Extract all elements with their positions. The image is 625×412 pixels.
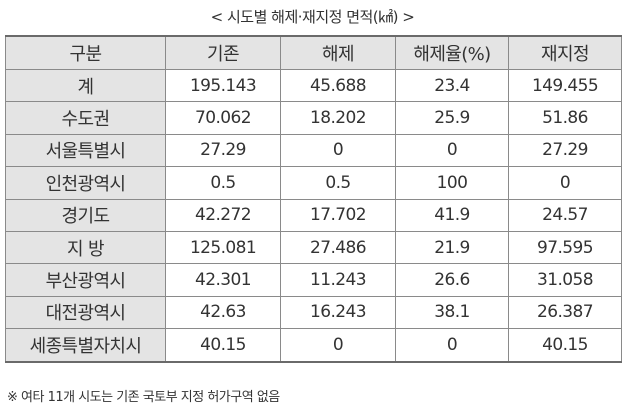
released-cell: 0 — [280, 133, 396, 168]
existing-cell: 0.5 — [165, 166, 281, 200]
redesignated-cell: 27.29 — [508, 133, 622, 168]
table-row: 부산광역시 42.301 11.243 26.6 31.058 — [5, 263, 622, 297]
header-existing: 기존 — [165, 35, 281, 70]
released-cell: 0.5 — [280, 166, 396, 200]
existing-cell: 42.272 — [165, 198, 281, 232]
existing-cell: 42.301 — [165, 263, 281, 297]
table-row: 인천광역시 0.5 0.5 100 0 — [5, 166, 622, 200]
region-cell: 인천광역시 — [5, 166, 166, 200]
release-rate-cell: 0 — [395, 133, 509, 168]
header-released: 해제 — [280, 35, 396, 70]
existing-cell: 70.062 — [165, 101, 281, 135]
table-row: 지 방 125.081 27.486 21.9 97.595 — [5, 230, 622, 265]
released-cell: 27.486 — [280, 230, 396, 265]
region-cell: 경기도 — [5, 198, 166, 232]
release-rate-cell: 38.1 — [395, 295, 509, 330]
released-cell: 11.243 — [280, 263, 396, 297]
existing-cell: 40.15 — [165, 328, 281, 363]
redesignated-cell: 40.15 — [508, 328, 622, 363]
table-row: 서울특별시 27.29 0 0 27.29 — [5, 133, 622, 168]
release-rate-cell: 26.6 — [395, 263, 509, 297]
region-cell: 대전광역시 — [5, 295, 166, 330]
existing-cell: 42.63 — [165, 295, 281, 330]
region-cell: 서울특별시 — [5, 133, 166, 168]
existing-cell: 27.29 — [165, 133, 281, 168]
redesignated-cell: 24.57 — [508, 198, 622, 232]
released-cell: 16.243 — [280, 295, 396, 330]
table-row: 세종특별자치시 40.15 0 0 40.15 — [5, 328, 622, 363]
table-header-row: 구분 기존 해제 해제율(%) 재지정 — [5, 35, 622, 70]
release-rate-cell: 0 — [395, 328, 509, 363]
table-row: 대전광역시 42.63 16.243 38.1 26.387 — [5, 295, 622, 330]
region-cell: 부산광역시 — [5, 263, 166, 297]
table-title: < 시도별 해제·재지정 면적(㎢) > — [210, 8, 415, 26]
release-rate-cell: 23.4 — [395, 68, 509, 103]
released-cell: 0 — [280, 328, 396, 363]
released-cell: 18.202 — [280, 101, 396, 135]
existing-cell: 125.081 — [165, 230, 281, 265]
header-release-rate: 해제율(%) — [395, 35, 509, 70]
table-row: 계 195.143 45.688 23.4 149.455 — [5, 68, 622, 103]
redesignated-cell: 51.86 — [508, 101, 622, 135]
existing-cell: 195.143 — [165, 68, 281, 103]
table-row: 수도권 70.062 18.202 25.9 51.86 — [5, 101, 622, 135]
header-redesignated: 재지정 — [508, 35, 622, 70]
released-cell: 17.702 — [280, 198, 396, 232]
region-cell: 세종특별자치시 — [5, 328, 166, 363]
release-rate-cell: 41.9 — [395, 198, 509, 232]
header-category: 구분 — [5, 35, 166, 70]
redesignated-cell: 0 — [508, 166, 622, 200]
release-rate-cell: 25.9 — [395, 101, 509, 135]
redesignated-cell: 149.455 — [508, 68, 622, 103]
footnote: ※ 여타 11개 시도는 기존 국토부 지정 허가구역 없음 — [7, 390, 280, 405]
redesignated-cell: 26.387 — [508, 295, 622, 330]
release-rate-cell: 21.9 — [395, 230, 509, 265]
area-table: 구분 기존 해제 해제율(%) 재지정 계 195.143 45.688 23.… — [5, 35, 622, 363]
redesignated-cell: 97.595 — [508, 230, 622, 265]
release-rate-cell: 100 — [395, 166, 509, 200]
region-cell: 계 — [5, 68, 166, 103]
table-row: 경기도 42.272 17.702 41.9 24.57 — [5, 198, 622, 232]
region-cell: 지 방 — [5, 230, 166, 265]
redesignated-cell: 31.058 — [508, 263, 622, 297]
released-cell: 45.688 — [280, 68, 396, 103]
region-cell: 수도권 — [5, 101, 166, 135]
